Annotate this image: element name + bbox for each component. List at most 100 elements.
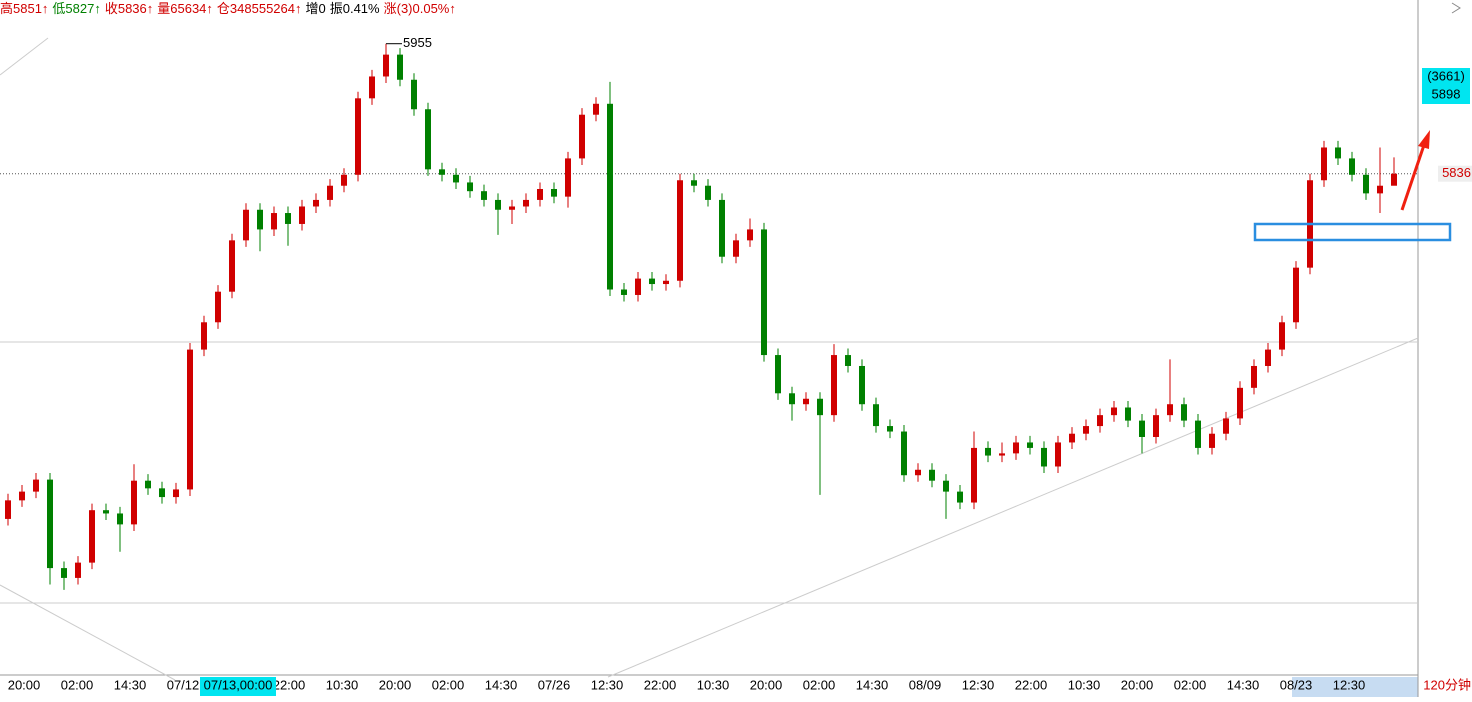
candle-body: [187, 349, 193, 490]
candle-body: [775, 355, 781, 394]
x-tick-label: 02:00: [803, 677, 836, 692]
candle-body: [1195, 420, 1201, 448]
candle-body: [565, 158, 571, 197]
candle-body: [593, 103, 599, 115]
x-tick-label: 07/12: [167, 677, 200, 692]
candle-body: [453, 174, 459, 183]
header-item: 增0: [306, 1, 326, 16]
x-tick-label: 10:30: [697, 677, 730, 692]
x-tick-label: 10:30: [1068, 677, 1101, 692]
candle-body: [1097, 415, 1103, 427]
candle-body: [649, 278, 655, 285]
x-tick-label: 02:00: [61, 677, 94, 692]
arrow: [1400, 144, 1426, 211]
candle-body: [383, 54, 389, 77]
candle-body: [901, 431, 907, 476]
candle-body: [635, 278, 641, 295]
x-tick-label: 14:30: [1227, 677, 1260, 692]
header-item: 仓348555264↑: [217, 1, 302, 16]
candle-body: [957, 491, 963, 503]
candle-body: [33, 479, 39, 492]
candle-body: [803, 398, 809, 405]
x-tick-label: 14:30: [114, 677, 147, 692]
candle-body: [1181, 404, 1187, 421]
x-tick-label: 10:30: [326, 677, 359, 692]
candle-body: [705, 185, 711, 200]
candle-body: [537, 188, 543, 200]
candle-body: [257, 209, 263, 230]
x-tick-label: 12:30: [1333, 677, 1366, 692]
info-box: [1422, 68, 1470, 104]
trend-line: [607, 337, 1419, 678]
candle-body: [1027, 442, 1033, 448]
candle-body: [831, 355, 837, 416]
candle-body: [1251, 365, 1257, 388]
candle-body: [243, 209, 249, 241]
x-tick-label: 07/26: [538, 677, 571, 692]
header-item: 振0.41%: [330, 1, 380, 16]
candle-body: [1335, 147, 1341, 159]
x-tick-label: 20:00: [8, 677, 41, 692]
candle-body: [369, 76, 375, 99]
last-price-label: 5836: [1442, 165, 1471, 180]
candle-body: [551, 188, 557, 197]
arrow-head: [1418, 130, 1430, 149]
candle-body: [75, 562, 81, 578]
x-tick-label: 08/09: [909, 677, 942, 692]
x-tick-label: 02:00: [432, 677, 465, 692]
header-item: 量65634↑: [157, 1, 213, 16]
candle-body: [887, 426, 893, 432]
candle-body: [523, 199, 529, 207]
candle-body: [61, 568, 67, 578]
candle-body: [579, 114, 585, 159]
candle-body: [663, 280, 669, 285]
candle-body: [89, 510, 95, 563]
candle-body: [915, 469, 921, 476]
candle-body: [495, 199, 501, 210]
header-item: 收5836↑: [105, 1, 153, 16]
candle-body: [817, 398, 823, 416]
candle-body: [271, 213, 277, 230]
candle-body: [1349, 158, 1355, 175]
candle-body: [1153, 415, 1159, 437]
icon: [1451, 2, 1461, 14]
period-label: 120分钟: [1423, 677, 1471, 692]
candle-body: [1139, 420, 1145, 437]
candle-body: [943, 480, 949, 492]
candle-body: [131, 480, 137, 525]
candle-body: [411, 79, 417, 110]
x-tick-label: 02:00: [1174, 677, 1207, 692]
candle-body: [229, 240, 235, 292]
candle-body: [1293, 267, 1299, 323]
candle-body: [733, 240, 739, 257]
candle-body: [929, 469, 935, 481]
candle-body: [1265, 349, 1271, 366]
candle-body: [159, 488, 165, 498]
candle-body: [467, 182, 473, 192]
x-tick-label: 22:00: [1015, 677, 1048, 692]
candle-body: [873, 404, 879, 427]
candle-body: [215, 291, 221, 323]
candle-body: [1223, 418, 1229, 434]
info-text: 5898: [1432, 86, 1461, 101]
candle-body: [19, 491, 25, 501]
candle-body: [355, 98, 361, 175]
x-tick-label: 20:00: [1121, 677, 1154, 692]
x-tick-label: 22:00: [273, 677, 306, 692]
candle-body: [677, 180, 683, 281]
x-tick-label: 08/23: [1280, 677, 1313, 692]
candle-body: [1363, 174, 1369, 194]
candle-body: [117, 513, 123, 525]
candle-body: [1125, 407, 1131, 421]
x-tick-label: 14:30: [856, 677, 889, 692]
cursor-label: 07/13,00:00: [204, 677, 273, 692]
candle-body: [971, 447, 977, 503]
candle-body: [985, 447, 991, 456]
candle-body: [201, 322, 207, 350]
candle-body: [425, 109, 431, 170]
x-tick-label: 12:30: [591, 677, 624, 692]
candle-body: [1167, 404, 1173, 416]
candle-body: [621, 289, 627, 295]
